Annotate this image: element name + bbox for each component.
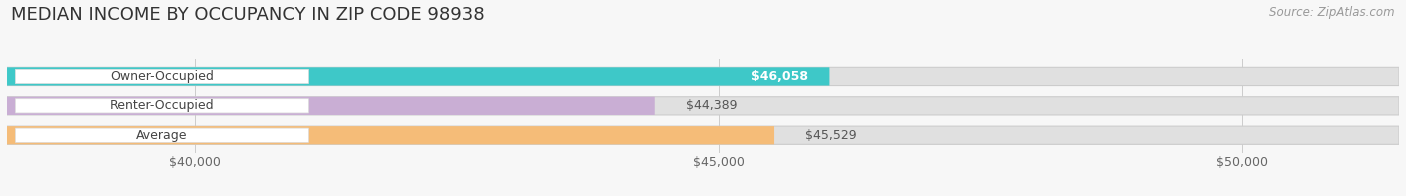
FancyBboxPatch shape — [7, 67, 1399, 86]
Text: Source: ZipAtlas.com: Source: ZipAtlas.com — [1270, 6, 1395, 19]
FancyBboxPatch shape — [15, 128, 308, 142]
FancyBboxPatch shape — [7, 97, 1399, 115]
Text: Owner-Occupied: Owner-Occupied — [110, 70, 214, 83]
Text: Renter-Occupied: Renter-Occupied — [110, 99, 214, 112]
FancyBboxPatch shape — [15, 99, 308, 113]
Text: MEDIAN INCOME BY OCCUPANCY IN ZIP CODE 98938: MEDIAN INCOME BY OCCUPANCY IN ZIP CODE 9… — [11, 6, 485, 24]
FancyBboxPatch shape — [7, 67, 830, 86]
FancyBboxPatch shape — [7, 126, 775, 144]
FancyBboxPatch shape — [15, 69, 308, 83]
Text: $44,389: $44,389 — [686, 99, 738, 112]
Text: $45,529: $45,529 — [806, 129, 858, 142]
FancyBboxPatch shape — [7, 97, 655, 115]
Text: $46,058: $46,058 — [751, 70, 808, 83]
Text: Average: Average — [136, 129, 187, 142]
FancyBboxPatch shape — [7, 126, 1399, 144]
